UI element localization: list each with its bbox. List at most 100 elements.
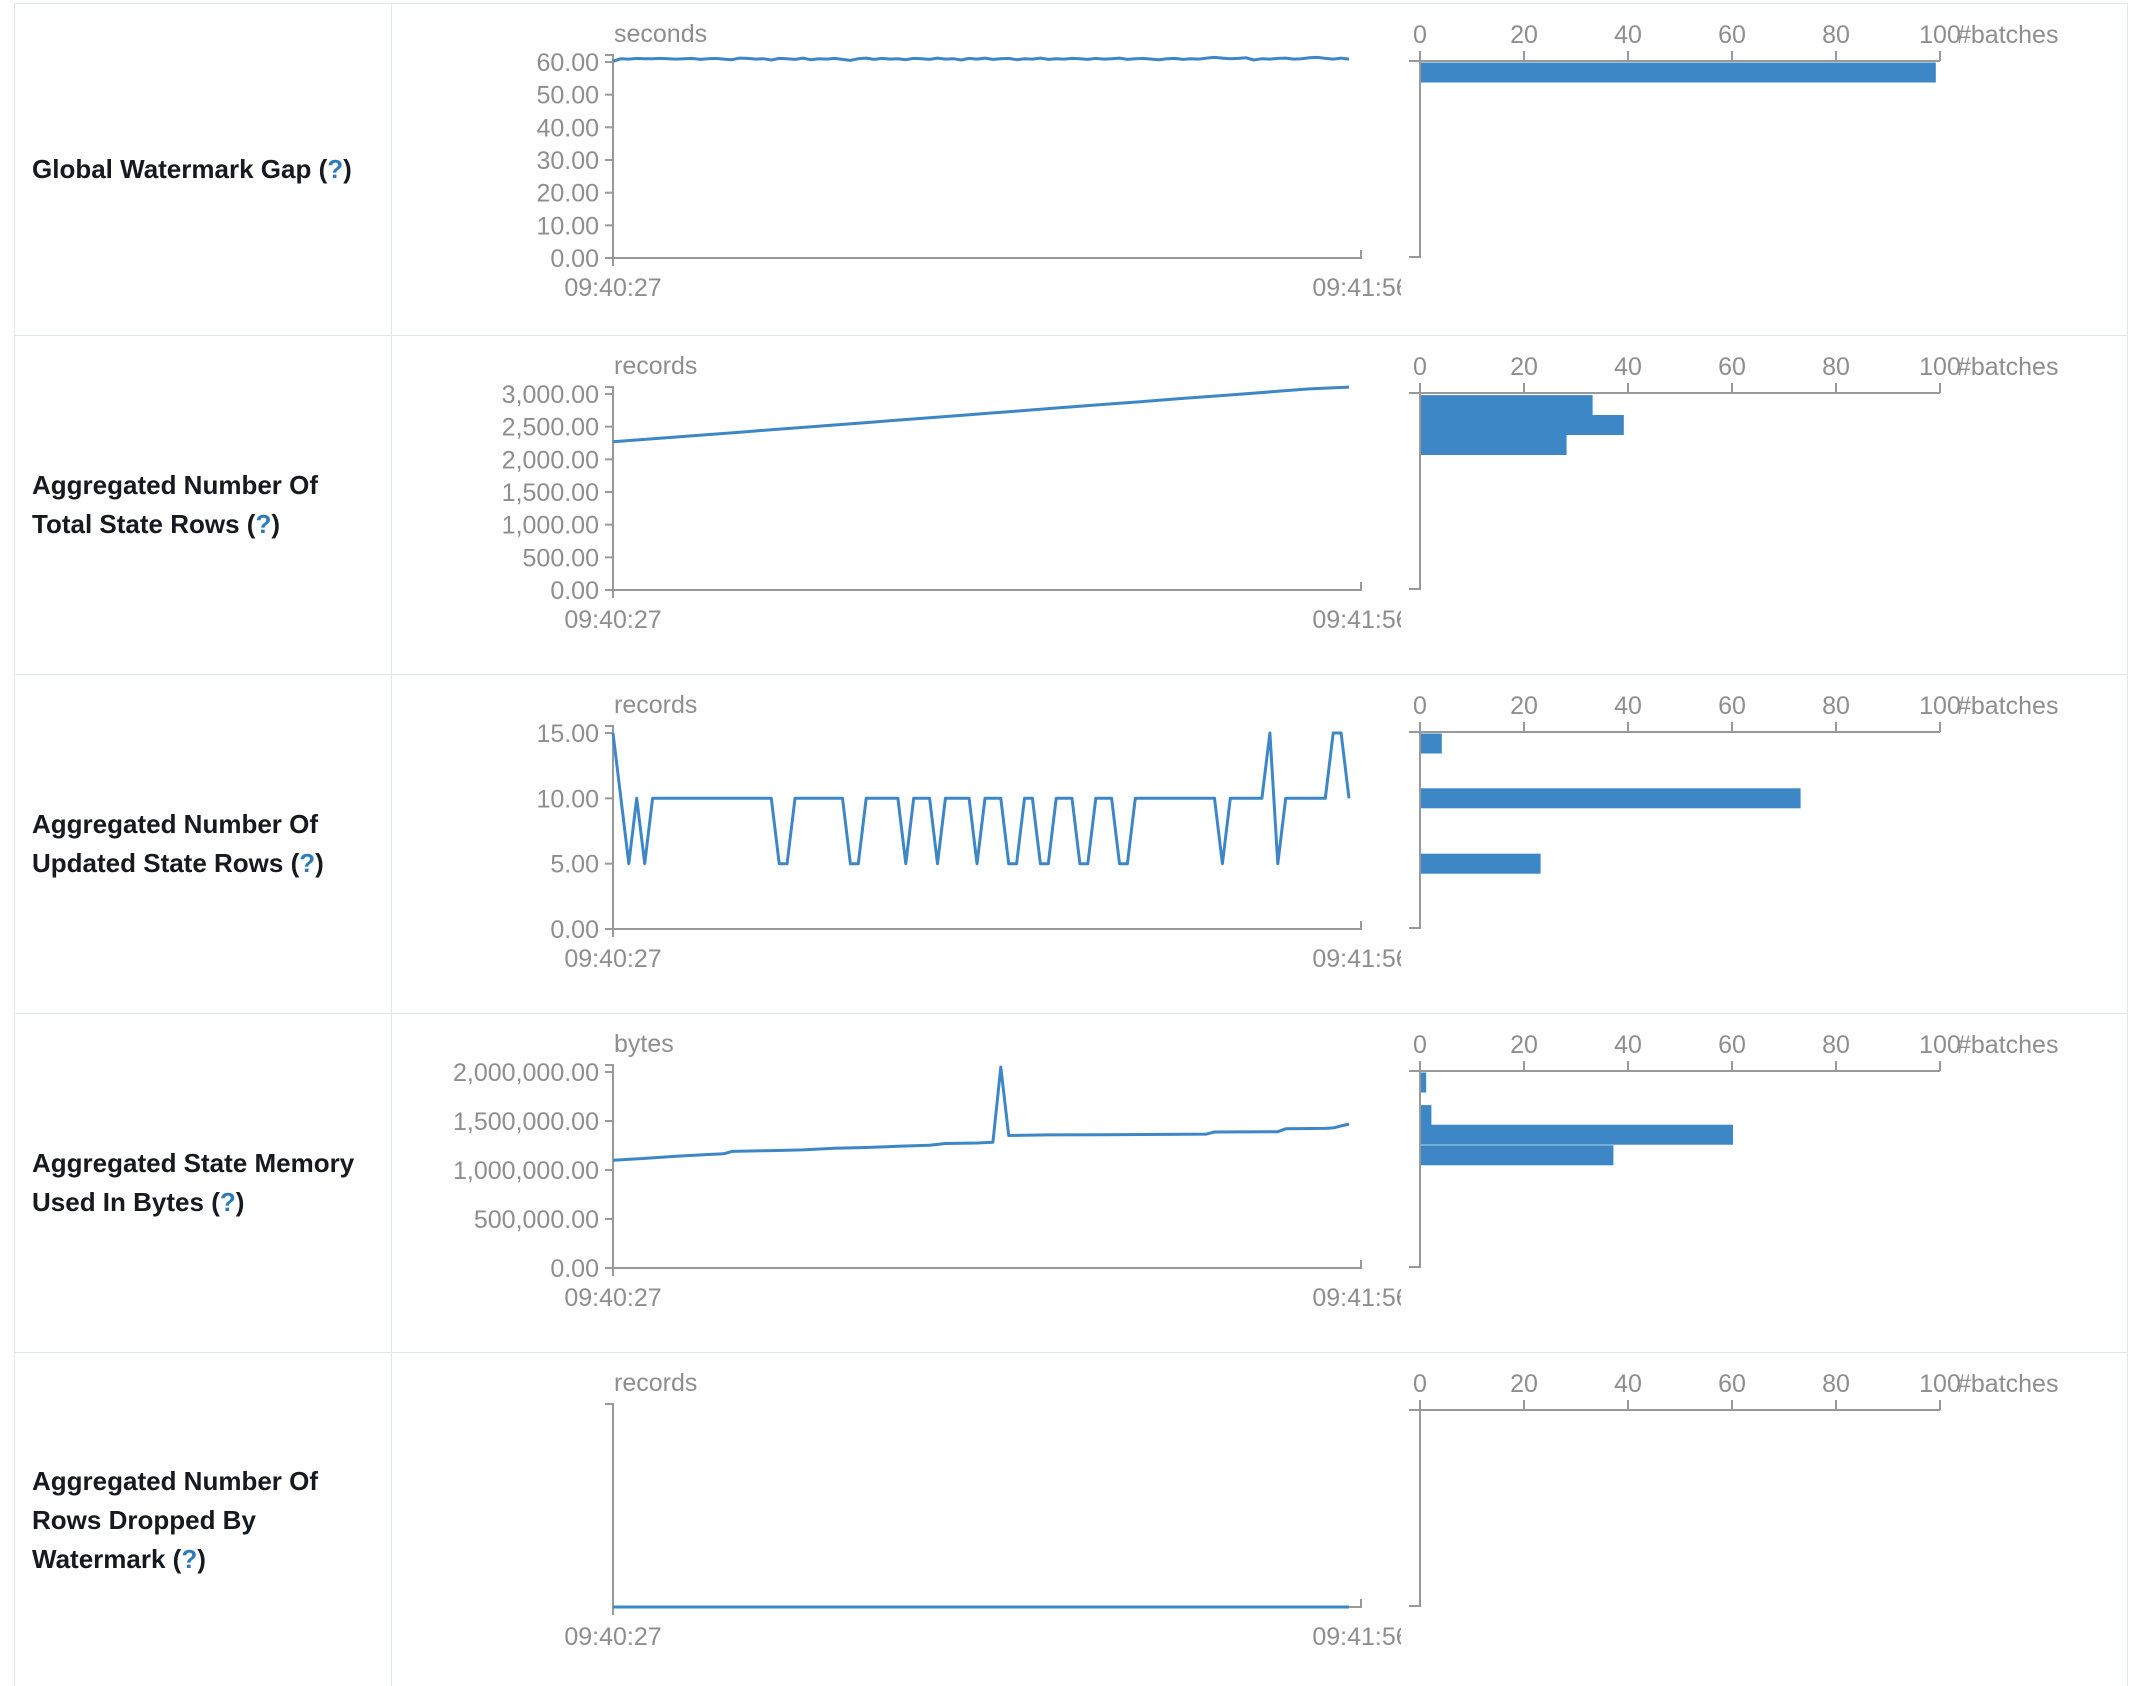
- y-tick-label: 15.00: [536, 720, 599, 748]
- histogram-tick-label: 40: [1614, 1370, 1642, 1398]
- x-start-label: 09:40:27: [564, 274, 661, 302]
- timeline-chart: seconds 60.00 50.00 40.00 30.00 20.00 10.00 0.0…: [536, 20, 1401, 302]
- y-tick-label: 0.00: [550, 916, 599, 944]
- histogram-tick-label: 60: [1718, 1370, 1746, 1398]
- y-axis: [605, 1403, 614, 1607]
- histogram-tick-label: 80: [1822, 1370, 1850, 1398]
- metric-line-series: [611, 731, 1351, 866]
- y-tick-label: 10.00: [536, 785, 599, 813]
- metric-label-cell: Aggregated Number Of Rows Dropped By Wat…: [15, 1353, 392, 1686]
- histogram-tick-label: 20: [1510, 1031, 1538, 1059]
- histogram-chart: 0 20 40 60 80 100#batches: [1409, 21, 2058, 258]
- metric-label-cell: Aggregated State Memory Used In Bytes (?…: [15, 1014, 392, 1352]
- y-tick-label: 2,000,000.00: [453, 1059, 599, 1087]
- x-start-label: 09:40:27: [564, 606, 661, 634]
- histogram-tick-label: 20: [1510, 353, 1538, 381]
- help-question-icon[interactable]: ?: [255, 509, 272, 539]
- histogram-chart: 0 20 40 60 80 100#batches: [1409, 692, 2058, 929]
- y-axis: [605, 54, 614, 258]
- y-tick-label: 500.00: [523, 544, 599, 572]
- help-link[interactable]: (?): [318, 154, 352, 184]
- y-tick-label: 1,500.00: [502, 479, 599, 507]
- histogram-left-axis: [1409, 393, 1421, 590]
- metric-label-cell: Aggregated Number Of Updated State Rows …: [15, 675, 392, 1013]
- metric-title: Aggregated Number Of Updated State Rows: [32, 809, 319, 878]
- y-tick-label: 0.00: [550, 1255, 599, 1283]
- unit-label: records: [614, 691, 697, 719]
- metric-label-cell: Aggregated Number Of Total State Rows (?…: [15, 336, 392, 674]
- histogram-tick-label: 100: [1919, 21, 1961, 49]
- histogram-bar: [1421, 435, 1567, 455]
- timeline-chart: bytes 2,000,000.00 1,500,000.00 1,000,000.0…: [453, 1030, 1401, 1312]
- histogram-tick-label: 0: [1413, 1031, 1427, 1059]
- help-question-icon[interactable]: ?: [327, 154, 344, 184]
- help-link[interactable]: (?): [290, 848, 324, 878]
- unit-label: bytes: [614, 1030, 674, 1058]
- metric-title: Aggregated State Memory Used In Bytes: [32, 1148, 355, 1217]
- histogram-left-axis: [1409, 61, 1421, 258]
- x-start-label: 09:40:27: [564, 1623, 661, 1651]
- batches-unit-label: #batches: [1957, 353, 2058, 381]
- histogram-chart: 0 20 40 60 80 100#batches: [1409, 353, 2058, 590]
- histogram-tick-label: 20: [1510, 1370, 1538, 1398]
- y-tick-label: 2,500.00: [502, 414, 599, 442]
- batches-unit-label: #batches: [1957, 692, 2058, 720]
- histogram-tick-label: 40: [1614, 1031, 1642, 1059]
- timeline-chart: records 09:40:27 09:41:56: [564, 1369, 1401, 1651]
- histogram-tick-label: 40: [1614, 692, 1642, 720]
- histogram-tick-label: 100: [1919, 1370, 1961, 1398]
- histogram-tick-label: 80: [1822, 21, 1850, 49]
- histogram-tick-label: 40: [1614, 21, 1642, 49]
- histogram-chart: 0 20 40 60 80 100#batches: [1409, 1370, 2058, 1607]
- histogram-tick-label: 0: [1413, 692, 1427, 720]
- histogram-bar: [1421, 1124, 1733, 1145]
- histogram-bar: [1421, 788, 1801, 809]
- metric-row-global-watermark-gap: Global Watermark Gap (?) seconds 60.00 50.…: [15, 4, 2127, 336]
- histogram-tick-label: 60: [1718, 692, 1746, 720]
- histogram-tick-label: 0: [1413, 1370, 1427, 1398]
- batches-unit-label: #batches: [1957, 21, 2058, 49]
- metric-label-cell: Global Watermark Gap (?): [15, 4, 392, 335]
- y-tick-label: 50.00: [536, 82, 599, 110]
- help-question-icon[interactable]: ?: [181, 1543, 198, 1574]
- histogram-tick-label: 100: [1919, 353, 1961, 381]
- histogram-tick-label: 80: [1822, 353, 1850, 381]
- metrics-table: Global Watermark Gap (?) seconds 60.00 50.…: [14, 3, 2128, 1686]
- y-tick-label: 1,000.00: [502, 512, 599, 540]
- help-question-icon[interactable]: ?: [299, 848, 316, 878]
- y-tick-label: 20.00: [536, 180, 599, 208]
- histogram-bar: [1421, 395, 1593, 416]
- metric-row-rows-dropped-by-watermark: Aggregated Number Of Rows Dropped By Wat…: [15, 1353, 2127, 1686]
- histogram-bar: [1421, 62, 1936, 83]
- x-end-label: 09:41:56: [1312, 606, 1401, 634]
- histogram-bar: [1421, 1145, 1614, 1166]
- histogram-bar: [1421, 1072, 1427, 1093]
- histogram-tick-label: 40: [1614, 353, 1642, 381]
- histogram-bar: [1421, 733, 1442, 754]
- help-link[interactable]: (?): [172, 1543, 206, 1574]
- help-link[interactable]: (?): [211, 1187, 245, 1217]
- timeline-chart: records 3,000.00 2,500.00 2,000.00 1,500.00 1…: [502, 352, 1401, 634]
- metric-line-series: [612, 1065, 1350, 1162]
- histogram-tick-label: 100: [1919, 692, 1961, 720]
- x-axis: [612, 582, 1362, 598]
- help-question-icon[interactable]: ?: [219, 1187, 236, 1217]
- unit-label: records: [614, 352, 697, 380]
- histogram-bar: [1421, 853, 1541, 874]
- y-tick-label: 0.00: [550, 245, 599, 273]
- metric-line-series: [612, 55, 1350, 63]
- batches-unit-label: #batches: [1957, 1031, 2058, 1059]
- x-axis: [612, 1260, 1362, 1276]
- y-tick-label: 3,000.00: [502, 381, 599, 409]
- metric-line-series: [612, 385, 1350, 444]
- batches-unit-label: #batches: [1957, 1370, 2058, 1398]
- histogram-tick-label: 20: [1510, 21, 1538, 49]
- unit-label: seconds: [614, 20, 707, 48]
- help-link[interactable]: (?): [246, 509, 281, 539]
- x-axis: [612, 921, 1362, 937]
- histogram-tick-label: 60: [1718, 21, 1746, 49]
- y-tick-label: 2,000.00: [502, 446, 599, 474]
- histogram-left-axis: [1409, 732, 1421, 929]
- y-axis: [605, 386, 614, 590]
- metric-title: Aggregated Number Of Rows Dropped By Wat…: [32, 1465, 319, 1574]
